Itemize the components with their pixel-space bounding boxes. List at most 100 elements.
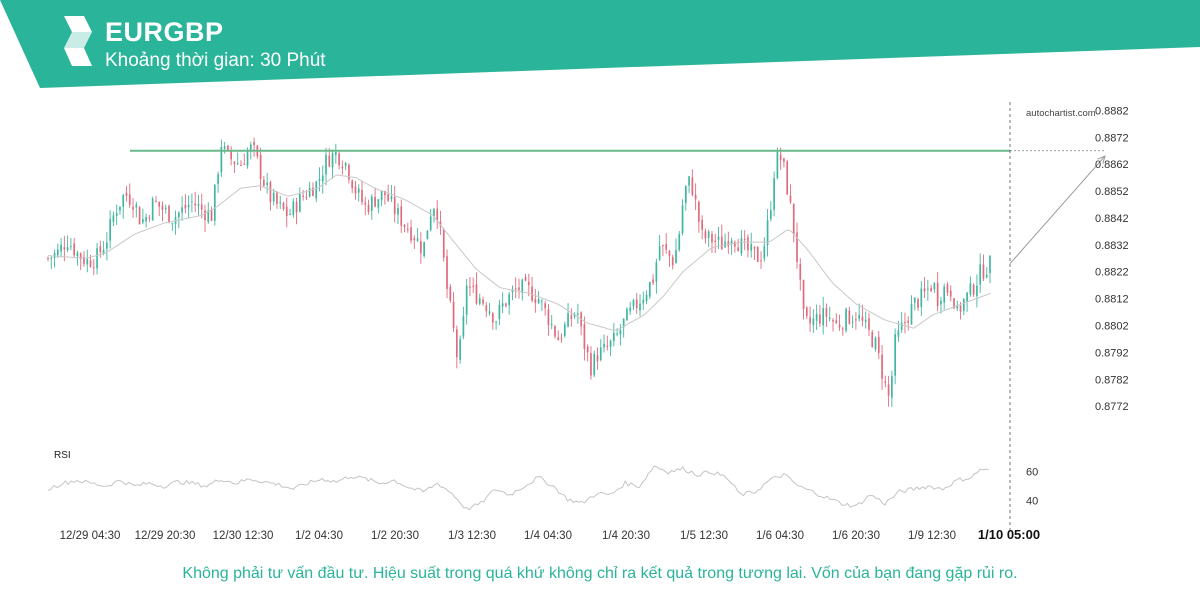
candle-body bbox=[361, 189, 363, 203]
candle-body bbox=[730, 240, 733, 244]
candle-body bbox=[691, 177, 694, 195]
candle-body bbox=[884, 381, 887, 383]
candle-body bbox=[377, 199, 380, 208]
candle-body bbox=[557, 337, 560, 341]
rsi-line bbox=[47, 465, 989, 511]
candle-body bbox=[128, 194, 131, 205]
candle-body bbox=[626, 308, 628, 321]
candle-body bbox=[299, 193, 301, 212]
price-axis: 0.8882 0.8872 0.8862 0.8852 0.8842 0.8832 0.88… bbox=[1095, 105, 1129, 413]
candle-body bbox=[433, 209, 435, 217]
candle-body bbox=[266, 182, 268, 185]
candle-body bbox=[822, 308, 825, 326]
candle-body bbox=[534, 298, 537, 304]
candle-body bbox=[338, 153, 340, 166]
candle-body bbox=[662, 245, 664, 247]
autochartist-logo-icon bbox=[64, 16, 92, 66]
candle-body bbox=[590, 353, 592, 376]
candle-body bbox=[609, 340, 612, 347]
candle-body bbox=[53, 252, 56, 258]
candle-body bbox=[701, 219, 704, 230]
candle-body bbox=[243, 163, 246, 165]
candle-body bbox=[295, 202, 298, 213]
candles bbox=[47, 137, 991, 407]
candle-body bbox=[210, 210, 213, 221]
candle-body bbox=[109, 219, 111, 241]
candle-body bbox=[665, 244, 668, 250]
candle-body bbox=[459, 339, 461, 360]
candle-body bbox=[835, 320, 838, 324]
candle-body bbox=[321, 175, 324, 182]
candle-body bbox=[554, 326, 556, 337]
candle-body bbox=[505, 303, 507, 307]
candle-body bbox=[442, 229, 445, 258]
candle-body bbox=[802, 279, 805, 310]
candle-body bbox=[390, 196, 393, 200]
candle-body bbox=[305, 196, 308, 198]
candle-body bbox=[518, 287, 520, 291]
candle-body bbox=[642, 299, 645, 304]
candle-body bbox=[341, 166, 344, 169]
candle-body bbox=[367, 204, 370, 212]
candle-body bbox=[750, 244, 753, 251]
candle-body bbox=[50, 257, 53, 259]
candle-body bbox=[171, 223, 174, 225]
candle-body bbox=[645, 294, 648, 302]
candle-body bbox=[760, 260, 762, 262]
candle-body bbox=[979, 264, 982, 285]
candle-body bbox=[799, 264, 802, 280]
candle-body bbox=[897, 330, 900, 337]
candle-body bbox=[233, 161, 236, 165]
candle-body bbox=[374, 196, 376, 207]
candle-body bbox=[891, 376, 893, 398]
candle-body bbox=[413, 238, 416, 241]
candle-body bbox=[681, 205, 684, 234]
candle-body bbox=[197, 204, 200, 206]
candle-body bbox=[138, 207, 141, 225]
candle-body bbox=[357, 188, 360, 193]
candle-body bbox=[773, 178, 775, 210]
candle-body bbox=[796, 232, 798, 263]
time-tick-label: 12/30 12:30 bbox=[213, 530, 274, 542]
candle-body bbox=[949, 290, 952, 297]
candle-body bbox=[112, 215, 115, 222]
candle-body bbox=[285, 206, 288, 217]
candle-body bbox=[331, 153, 334, 168]
candle-body bbox=[478, 298, 481, 304]
candle-body bbox=[940, 300, 942, 305]
candle-body bbox=[881, 354, 883, 379]
candle-body bbox=[119, 206, 121, 211]
candle-body bbox=[694, 194, 697, 200]
candle-body bbox=[907, 320, 910, 323]
price-tick-label: 0.8822 bbox=[1095, 267, 1129, 279]
candle-body bbox=[783, 158, 785, 162]
candle-body bbox=[668, 251, 671, 257]
candle-body bbox=[511, 289, 514, 293]
candle-body bbox=[308, 187, 311, 197]
candle-body bbox=[122, 195, 125, 207]
candle-body bbox=[194, 203, 197, 206]
candle-body bbox=[272, 192, 275, 202]
candle-body bbox=[200, 204, 203, 210]
candle-body bbox=[177, 212, 180, 218]
candle-body bbox=[560, 337, 563, 339]
candle-body bbox=[541, 300, 543, 302]
moving-average-line bbox=[47, 174, 991, 331]
candle-body bbox=[812, 318, 815, 325]
time-tick-label: 12/29 04:30 bbox=[60, 530, 121, 542]
candle-body bbox=[83, 256, 85, 264]
candle-body bbox=[815, 313, 818, 321]
candle-body bbox=[482, 299, 484, 304]
time-tick-label: 12/29 20:30 bbox=[135, 530, 196, 542]
candle-body bbox=[400, 206, 403, 226]
candle-body bbox=[616, 333, 618, 335]
candle-body bbox=[207, 210, 210, 222]
candle-body bbox=[678, 234, 681, 250]
candle-body bbox=[570, 315, 573, 319]
time-tick-label: 1/4 20:30 bbox=[602, 530, 650, 542]
candle-body bbox=[132, 206, 134, 210]
candle-body bbox=[946, 284, 949, 293]
candle-body bbox=[181, 207, 183, 213]
candle-body bbox=[86, 258, 89, 265]
candle-body bbox=[79, 253, 82, 259]
